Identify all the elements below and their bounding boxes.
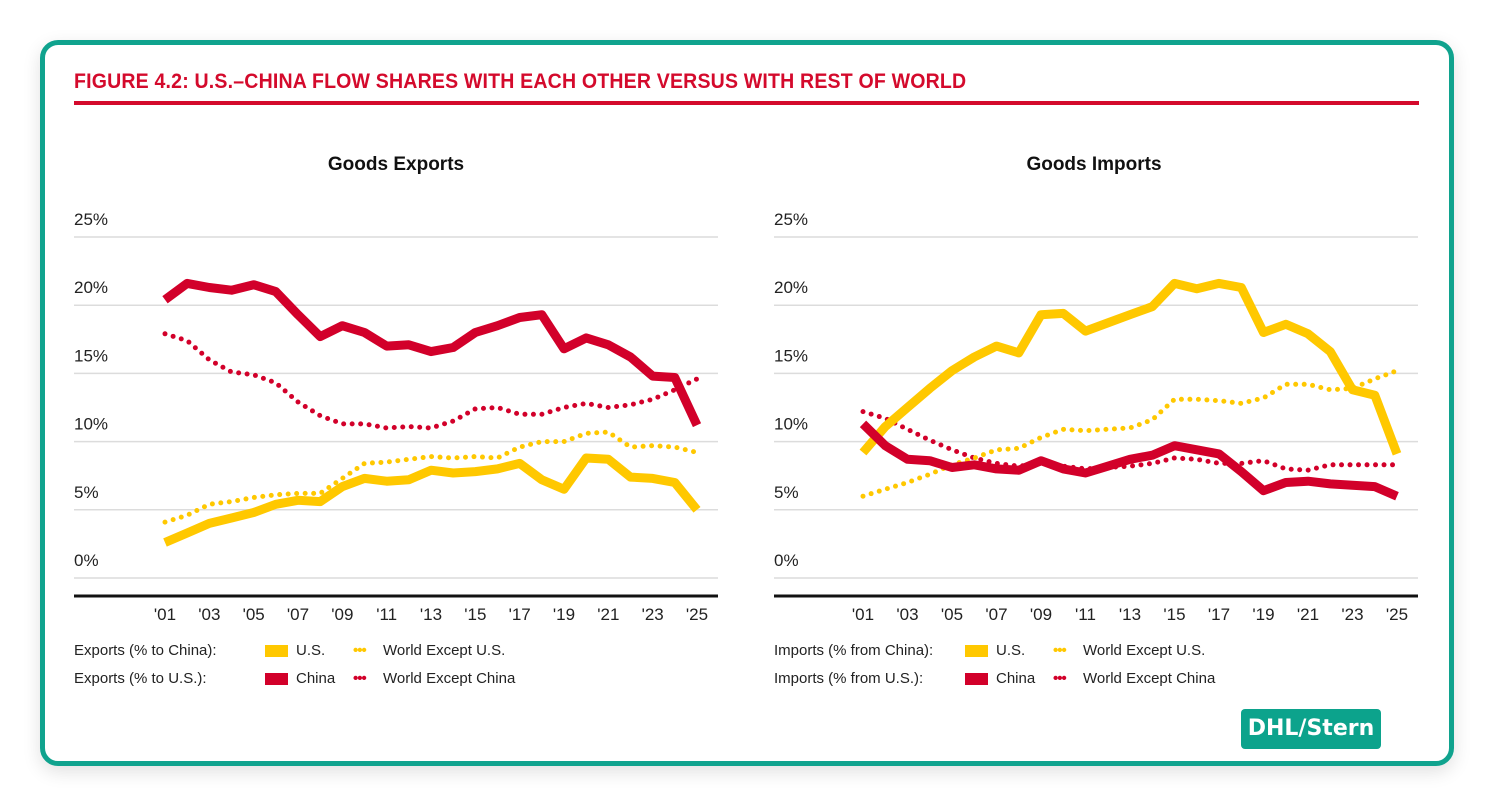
x-tick-label: '15 <box>464 605 486 624</box>
x-tick-label: '03 <box>198 605 220 624</box>
y-tick-label: 25% <box>74 210 108 229</box>
y-tick-label: 15% <box>774 346 808 365</box>
y-tick-label: 20% <box>74 278 108 297</box>
x-tick-label: '17 <box>1208 605 1230 624</box>
x-tick-label: '25 <box>686 605 708 624</box>
y-tick-label: 0% <box>74 551 99 570</box>
x-tick-label: '05 <box>243 605 265 624</box>
legend-dotted-swatch: ••• <box>1053 642 1067 659</box>
legend-dotted-swatch: ••• <box>353 670 367 687</box>
legend-row: Imports (% from China): U.S. ••• World E… <box>774 641 1254 661</box>
series-line-china <box>859 420 1399 501</box>
y-tick-label: 10% <box>74 415 108 434</box>
legend-solid-swatch <box>965 673 988 685</box>
x-tick-label: '07 <box>985 605 1007 624</box>
x-tick-label: '25 <box>1386 605 1408 624</box>
x-tick-label: '15 <box>1163 605 1185 624</box>
x-tick-label: '11 <box>1075 605 1096 624</box>
legend-dotted-label: World Except China <box>383 670 516 687</box>
x-tick-label: '21 <box>597 605 619 624</box>
series-line-china <box>162 278 702 428</box>
x-tick-label: '13 <box>1119 605 1141 624</box>
legend-solid-label: China <box>996 670 1036 687</box>
legend-solid-label: U.S. <box>996 642 1026 659</box>
legend-dotted-swatch: ••• <box>1053 670 1067 687</box>
x-tick-label: '03 <box>896 605 918 624</box>
series-line-u-s <box>163 453 701 547</box>
figure-title: FIGURE 4.2: U.S.–CHINA FLOW SHARES WITH … <box>74 70 967 93</box>
legend-solid-swatch <box>965 645 988 657</box>
legend-group-label: Imports (% from U.S.): <box>774 670 924 687</box>
figure-frame <box>40 40 1454 766</box>
legend-solid-swatch <box>265 673 288 685</box>
x-tick-label: '01 <box>154 605 176 624</box>
y-tick-label: 5% <box>74 483 99 502</box>
legend-row: Exports (% to China): U.S. ••• World Exc… <box>74 641 554 661</box>
x-tick-label: '17 <box>509 605 531 624</box>
legend-group-label: Imports (% from China): <box>774 642 934 659</box>
legend-group-label: Exports (% to China): <box>74 642 217 659</box>
legend-dotted-label: World Except U.S. <box>1083 642 1206 659</box>
y-tick-label: 5% <box>774 483 799 502</box>
x-tick-label: '05 <box>941 605 963 624</box>
x-tick-label: '07 <box>287 605 309 624</box>
legend-solid-label: U.S. <box>296 642 326 659</box>
y-tick-label: 0% <box>774 551 799 570</box>
legend-solid-swatch <box>265 645 288 657</box>
x-tick-label: '01 <box>852 605 874 624</box>
legend-dotted-swatch: ••• <box>353 642 367 659</box>
y-tick-label: 15% <box>74 346 108 365</box>
source-badge: DHL/Stern <box>1241 709 1381 749</box>
legend-dotted-label: World Except China <box>1083 670 1216 687</box>
x-tick-label: '13 <box>420 605 442 624</box>
x-tick-label: '09 <box>1030 605 1052 624</box>
y-tick-label: 25% <box>774 210 808 229</box>
series-line-u-s <box>859 278 1402 456</box>
chart-title-imports: Goods Imports <box>1026 154 1162 175</box>
series-line-world-except-u-s <box>860 368 1400 499</box>
title-rule <box>74 101 1419 105</box>
x-tick-label: '23 <box>1341 605 1363 624</box>
series-line-world-except-china <box>860 409 1400 473</box>
x-tick-label: '23 <box>642 605 664 624</box>
series-line-world-except-u-s <box>162 429 700 525</box>
legend-row: Exports (% to U.S.): China ••• World Exc… <box>74 669 554 689</box>
x-tick-label: '09 <box>331 605 353 624</box>
x-tick-label: '19 <box>553 605 575 624</box>
legend-solid-label: China <box>296 670 336 687</box>
x-tick-label: '19 <box>1252 605 1274 624</box>
x-tick-label: '11 <box>376 605 397 624</box>
chart-title-exports: Goods Exports <box>327 154 465 175</box>
y-tick-label: 20% <box>774 278 808 297</box>
legend-dotted-label: World Except U.S. <box>383 642 506 659</box>
y-tick-label: 10% <box>774 415 808 434</box>
x-tick-label: '21 <box>1297 605 1319 624</box>
legend-row: Imports (% from U.S.): China ••• World E… <box>774 669 1254 689</box>
legend-group-label: Exports (% to U.S.): <box>74 670 207 687</box>
series-line-world-except-china <box>162 331 700 431</box>
